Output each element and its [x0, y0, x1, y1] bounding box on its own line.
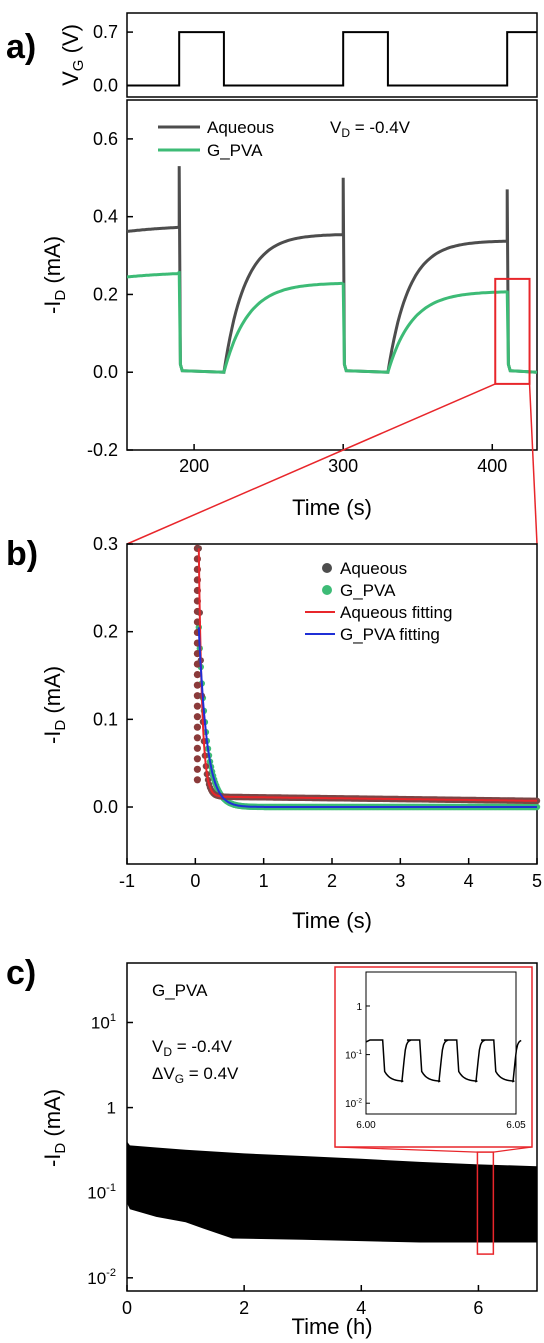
vg-annotation: ΔVG = 0.4V	[152, 1064, 239, 1086]
plot-frame	[126, 12, 538, 98]
x-axis-title: Time (s)	[292, 495, 372, 520]
inset-x-tick-label: 6.05	[506, 1120, 526, 1131]
aqueous-point	[193, 765, 201, 773]
g-pva-points	[195, 624, 541, 811]
x-tick-label: 0	[122, 1298, 132, 1318]
axis-ticks: -1 0 1 2 3 4 5 0.0 0.1 0.2 0.3	[93, 534, 542, 891]
x-tick-label: 400	[477, 456, 507, 476]
axis-ticks: 200 300 400 -0.2 0.0 0.2 0.4 0.6	[87, 129, 507, 476]
panel-b-zoom-chart: -1 0 1 2 3 4 5 0.0 0.1 0.2 0.3 Aqueous G_PVA Aqueo…	[40, 534, 542, 933]
g-pva-series-line	[127, 271, 538, 374]
aqueous-point	[193, 702, 201, 710]
inset-chart: 10-2 10-1 1 6.00 6.05	[334, 966, 533, 1148]
aqueous-point	[193, 744, 201, 752]
x-tick-label: -1	[119, 871, 135, 891]
x-tick-label: 4	[464, 871, 474, 891]
zoom-region-box	[494, 277, 531, 385]
zoom-connector-left	[126, 383, 496, 545]
y-tick-label: 0.2	[93, 622, 118, 642]
y-axis-title: -ID (mA)	[40, 1089, 69, 1167]
y-tick-label: 101	[91, 1012, 116, 1033]
plot-frame	[126, 962, 538, 1292]
panel-a-gate-voltage-chart: 0.0 0.7 VG (V)	[58, 12, 538, 98]
plot-frame	[126, 543, 538, 865]
y-tick-label: 1	[107, 1099, 116, 1118]
current-envelope-band	[127, 1141, 537, 1243]
x-tick-label: 5	[532, 871, 542, 891]
aqueous-point	[193, 734, 201, 742]
y-tick-label: 10-2	[87, 1267, 116, 1288]
legend-label-aqueous-fitting: Aqueous fitting	[340, 603, 452, 622]
x-tick-label: 300	[328, 456, 358, 476]
panel-a-drain-current-chart: 200 300 400-0.20.00.20.40.6 Aqueous G_PVA …	[40, 99, 538, 520]
aqueous-point	[193, 755, 201, 763]
zoom-connector-right	[528, 383, 538, 545]
y-tick-label: 0.0	[93, 362, 118, 382]
y-tick-label: 0.7	[93, 22, 118, 42]
vd-annotation: VD = -0.4V	[152, 1037, 233, 1059]
y-ticks: 0.0 0.7	[93, 22, 133, 96]
panel-c-stability-chart: 0 2 4 6 10-2 10-1 1 101 10-2 10-1 1 6.00 6.05 G_PVA…	[40, 962, 538, 1339]
aqueous-series-line	[126, 166, 538, 374]
y-axis-title: -ID (mA)	[40, 666, 69, 744]
y-axis-title: -ID (mA)	[40, 236, 69, 314]
x-tick-label: 6	[473, 1298, 483, 1318]
inset-y-tick-label: 1	[356, 1002, 362, 1013]
axis-ticks: 0 2 4 6 10-2 10-1 1 101	[87, 1012, 483, 1318]
y-tick-label: 10-1	[87, 1182, 116, 1203]
y-tick-label: 0.4	[93, 207, 118, 227]
legend-marker-g-pva	[322, 585, 332, 595]
legend-label-g-pva: G_PVA	[207, 141, 263, 160]
vd-annotation: VD = -0.4V	[330, 118, 411, 140]
sample-annotation: G_PVA	[152, 981, 208, 1000]
panel-label-a: a)	[6, 28, 36, 66]
x-tick-label: 3	[395, 871, 405, 891]
aqueous-point	[193, 723, 201, 731]
inset-y-tick-label: 10-2	[345, 1098, 362, 1111]
y-tick-label: 0.6	[93, 129, 118, 149]
inset-x-tick-label: 6.00	[356, 1120, 376, 1131]
y-tick-label: 0.0	[93, 76, 118, 96]
legend-label-aqueous: Aqueous	[340, 559, 407, 578]
x-tick-label: 2	[239, 1298, 249, 1318]
inset-y-tick-label: 10-1	[345, 1049, 362, 1062]
plot-frame	[126, 99, 538, 451]
x-tick-label: 1	[259, 871, 269, 891]
x-axis-title: Time (h)	[291, 1314, 372, 1339]
g-pva-fitting-line	[197, 627, 537, 808]
panel-label-c: c)	[6, 954, 36, 992]
x-tick-label: 2	[327, 871, 337, 891]
aqueous-fitting-line	[197, 548, 537, 802]
zoom-region-box	[476, 1151, 495, 1255]
y-tick-label: 0.2	[93, 284, 118, 304]
x-tick-label: 0	[190, 871, 200, 891]
panel-label-b: b)	[6, 535, 38, 573]
y-tick-label: 0.1	[93, 709, 118, 729]
aqueous-point	[193, 681, 201, 689]
legend-label-aqueous: Aqueous	[207, 118, 274, 137]
inset-connector-left	[334, 1146, 478, 1153]
inset-plot-frame	[365, 971, 517, 1115]
gate-pulse-line	[127, 31, 537, 87]
x-axis-title: Time (s)	[292, 908, 372, 933]
x-tick-label: 4	[356, 1298, 366, 1318]
aqueous-point	[193, 713, 201, 721]
inset-connector-right	[493, 1146, 533, 1153]
legend-label-g-pva: G_PVA	[340, 581, 396, 600]
legend-label-g-pva-fitting: G_PVA fitting	[340, 625, 440, 644]
x-tick-label: 200	[179, 456, 209, 476]
aqueous-point	[193, 671, 201, 679]
y-tick-label: -0.2	[87, 440, 118, 460]
legend-marker-aqueous	[322, 563, 332, 573]
inset-ticks: 10-2 10-1 1 6.00 6.05	[345, 1002, 526, 1131]
aqueous-point	[193, 776, 201, 784]
y-tick-label: 0.0	[93, 797, 118, 817]
inset-pulse-line	[365, 1039, 522, 1083]
y-tick-label: 0.3	[93, 534, 118, 554]
y-axis-title: VG (V)	[58, 24, 87, 86]
